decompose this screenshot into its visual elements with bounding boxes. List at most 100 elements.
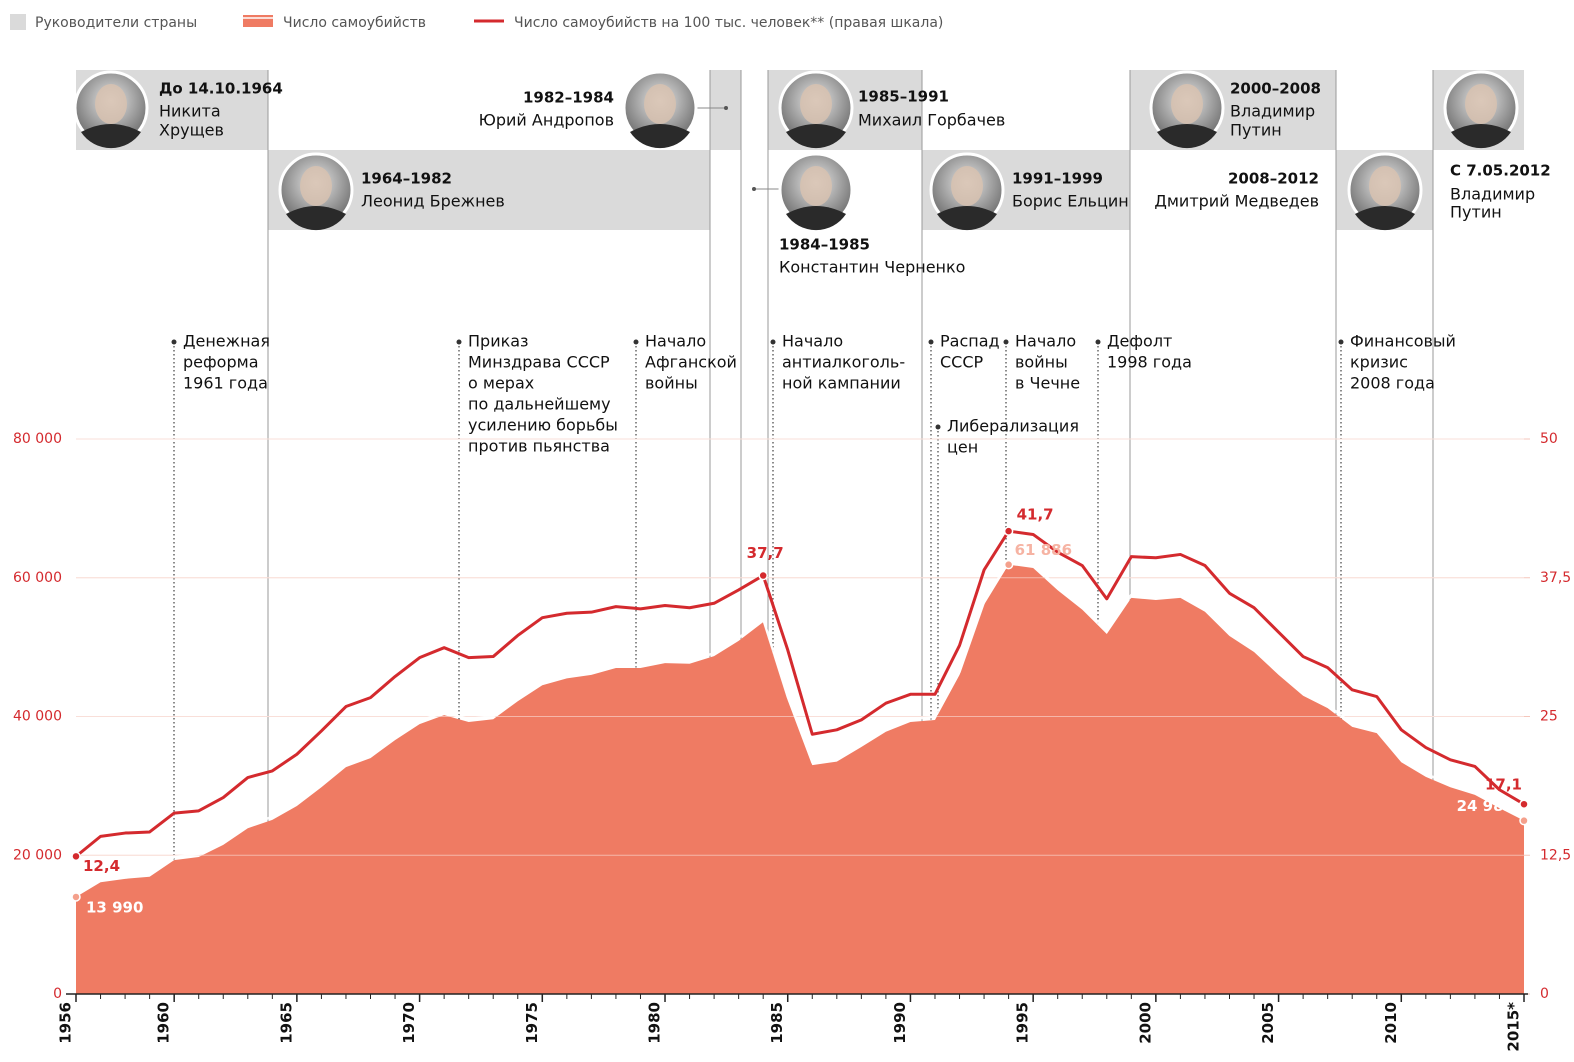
event-label: Начало (645, 332, 706, 351)
event-label: цен (947, 438, 978, 457)
leader-period: 1991–1999 (1012, 170, 1103, 188)
leader-period: 1985–1991 (858, 88, 949, 106)
connector-dot (724, 106, 728, 110)
event-label: в Чечне (1015, 374, 1080, 393)
leader-period: До 14.10.1964 (159, 80, 283, 98)
plot-layer (76, 439, 1524, 994)
leader-photo-face (800, 84, 832, 124)
event-label: антиалкоголь- (782, 353, 905, 372)
x-tick-label: 2005 (1259, 1002, 1277, 1044)
event-label: усилению борьбы (468, 416, 618, 435)
event-label: войны (645, 374, 698, 393)
event-label: Минздрава СССР (468, 353, 610, 372)
connector-dot (752, 187, 756, 191)
leader-name: Путин (1230, 121, 1282, 140)
x-tick-label: 1995 (1014, 1002, 1032, 1044)
leader-photo-face (1465, 84, 1497, 124)
event-label: СССР (940, 353, 984, 372)
event-dot (1004, 340, 1009, 345)
value-label: 24 982 (1457, 797, 1514, 815)
event-dot (457, 340, 462, 345)
y-tick-label: 40 000 (13, 709, 62, 725)
y-tick-label: 20 000 (13, 847, 62, 863)
point (1005, 561, 1013, 569)
leader-photo-face (644, 84, 676, 124)
legend-swatch (10, 14, 26, 30)
x-tick-label: 1990 (891, 1002, 909, 1044)
legend-label: Число самоубийств (283, 15, 426, 31)
event-label: Распад (940, 332, 1000, 351)
leader-name: Дмитрий Медведев (1154, 192, 1319, 211)
leader-name: Леонид Брежнев (361, 192, 505, 211)
y2-tick-label: 37,5 (1540, 570, 1571, 586)
leader-name: Борис Ельцин (1012, 192, 1129, 211)
leader-photo-face (951, 166, 983, 206)
y-tick-label: 0 (53, 986, 62, 1002)
leader-name: Хрущев (159, 121, 224, 140)
leader-band (710, 70, 741, 150)
x-tick-label: 2000 (1136, 1002, 1154, 1044)
point (1520, 800, 1528, 808)
value-label: 12,4 (83, 857, 120, 875)
leader-name: Никита (159, 102, 221, 121)
value-label: 41,7 (1017, 506, 1054, 524)
y-tick-label: 60 000 (13, 570, 62, 586)
value-label: 37,7 (747, 544, 784, 562)
event-label: Начало (782, 332, 843, 351)
event-label: Денежная (183, 332, 270, 351)
leader-period: 1984–1985 (779, 236, 870, 254)
event-label: против пьянства (468, 437, 610, 456)
leader-name: Константин Черненко (779, 258, 965, 277)
event-dot (1339, 340, 1344, 345)
area (76, 565, 1524, 994)
event-label: 1998 года (1107, 353, 1192, 372)
leader-photo-face (1369, 166, 1401, 206)
leader-period: 1964–1982 (361, 170, 452, 188)
event-label: Начало (1015, 332, 1076, 351)
event-label: войны (1015, 353, 1068, 372)
event-label: Финансовый (1350, 332, 1456, 351)
leader-name: Юрий Андропов (479, 111, 614, 130)
leader-photo-face (300, 166, 332, 206)
y2-tick-label: 0 (1540, 986, 1549, 1002)
event-dot (172, 340, 177, 345)
leader-name: Михаил Горбачев (858, 111, 1005, 130)
x-tick-label: 1970 (400, 1002, 418, 1044)
leader-name: Путин (1450, 203, 1502, 222)
x-tick-label: 1960 (155, 1002, 173, 1044)
point (759, 572, 767, 580)
x-tick-label: 1975 (523, 1002, 541, 1044)
point (72, 852, 80, 860)
leader-photo-face (95, 84, 127, 124)
event-dot (1096, 340, 1101, 345)
x-tick-label: 2010 (1382, 1002, 1400, 1044)
x-tick-label: 1965 (277, 1002, 295, 1044)
event-label: 2008 года (1350, 374, 1435, 393)
value-label: 61 886 (1015, 541, 1072, 559)
legend-label: Число самоубийств на 100 тыс. человек** … (514, 15, 943, 31)
leader-name: Владимир (1230, 102, 1315, 121)
chart: Руководители страны Число самоубийств Числ… (0, 0, 1574, 1062)
leader-period: С 7.05.2012 (1450, 162, 1551, 180)
legend-label: Руководители страны (35, 15, 197, 31)
leader-period: 2008–2012 (1228, 170, 1319, 188)
event-label: по дальнейшему (468, 395, 611, 414)
point (72, 893, 80, 901)
event-dot (936, 425, 941, 430)
event-label: Либерализация (947, 417, 1079, 436)
x-tick-label: 1985 (768, 1002, 786, 1044)
x-tick-label: 1956 (57, 1002, 75, 1044)
legend-swatch (243, 15, 273, 27)
event-label: кризис (1350, 353, 1408, 372)
y-tick-label: 80 000 (13, 431, 62, 447)
value-label: 13 990 (86, 898, 143, 916)
point (1005, 527, 1013, 535)
point (1520, 817, 1528, 825)
event-label: Дефолт (1107, 332, 1172, 351)
event-dot (634, 340, 639, 345)
event-label: Приказ (468, 332, 529, 351)
x-tick-label: 2015* (1505, 1002, 1523, 1052)
leader-photo-face (800, 166, 832, 206)
leader-period: 1982–1984 (523, 89, 614, 107)
y2-tick-label: 25 (1540, 709, 1558, 725)
